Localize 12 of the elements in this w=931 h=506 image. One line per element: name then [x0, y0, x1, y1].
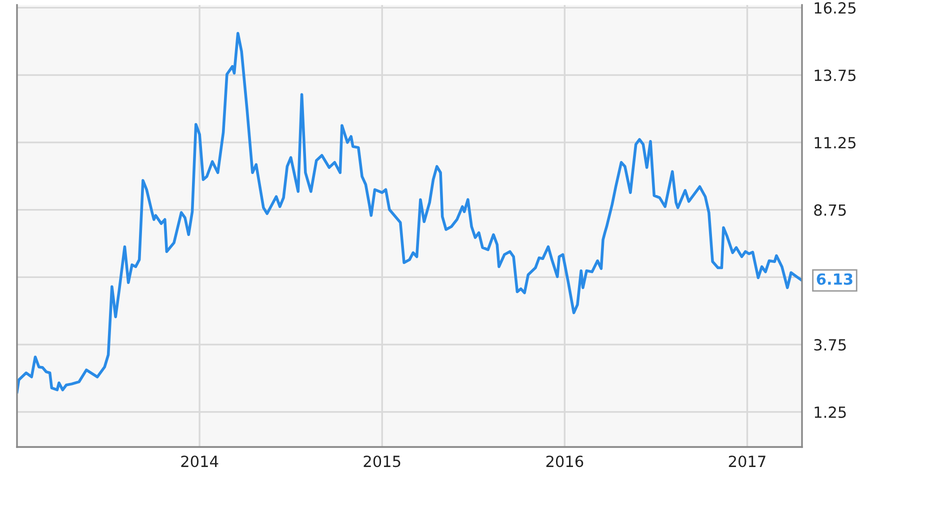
x-tick-label: 2017: [728, 456, 766, 468]
x-tick-label: 2015: [364, 456, 400, 468]
y-tick-label: 16.25: [814, 2, 856, 14]
x-tick-label: 2014: [181, 456, 218, 468]
y-tick-label: 8.75: [814, 204, 846, 216]
y-tick-label: 13.75: [814, 70, 856, 82]
x-tick-label: 2016: [546, 456, 584, 468]
y-tick-label: 1.25: [814, 406, 846, 418]
line-series: [17, 32, 802, 394]
y-tick-label: 11.25: [814, 136, 856, 148]
annotation: 6.13: [816, 273, 852, 285]
y-tick-label: 3.75: [814, 339, 846, 351]
